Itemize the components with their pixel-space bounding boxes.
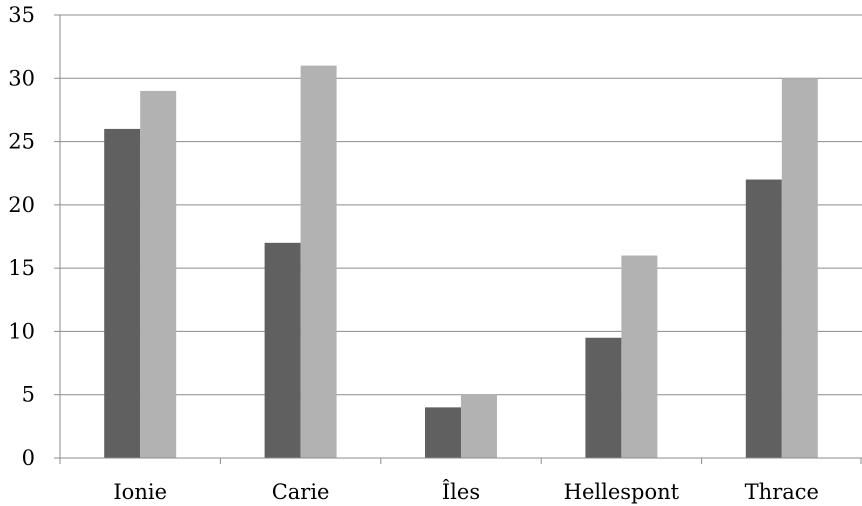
x-category-label: Îles xyxy=(442,480,480,504)
bars xyxy=(104,65,818,459)
y-tick-label: 35 xyxy=(8,3,35,27)
y-tick-label: 20 xyxy=(8,193,35,217)
x-category-label: Thrace xyxy=(745,480,819,504)
bar-1-hellespont xyxy=(585,337,622,458)
bar-2-thrace xyxy=(781,78,818,459)
y-tick-label: 0 xyxy=(22,446,35,470)
y-tick-labels: 0 5 10 15 20 25 30 35 xyxy=(8,3,35,470)
bar-2-ionie xyxy=(140,90,177,458)
y-tick-label: 10 xyxy=(8,319,35,343)
bar-1-carie xyxy=(264,242,301,458)
y-tick-label: 5 xyxy=(22,383,35,407)
x-category-label: Hellespont xyxy=(564,480,680,504)
y-tick-label: 15 xyxy=(8,256,35,280)
x-category-labels: Ionie Carie Îles Hellespont Thrace xyxy=(113,480,819,504)
bar-1--les xyxy=(425,407,461,458)
gridlines xyxy=(60,14,862,396)
x-category-label: Carie xyxy=(272,480,330,504)
bar-1-ionie xyxy=(104,128,141,458)
axes xyxy=(54,14,862,464)
x-category-label: Ionie xyxy=(113,480,167,504)
bar-2-carie xyxy=(300,65,337,458)
bar-2--les xyxy=(461,394,497,458)
y-tick-label: 30 xyxy=(8,66,35,90)
bar-1-thrace xyxy=(745,179,782,459)
y-tick-label: 25 xyxy=(8,130,35,154)
bar-2-hellespont xyxy=(621,255,658,458)
